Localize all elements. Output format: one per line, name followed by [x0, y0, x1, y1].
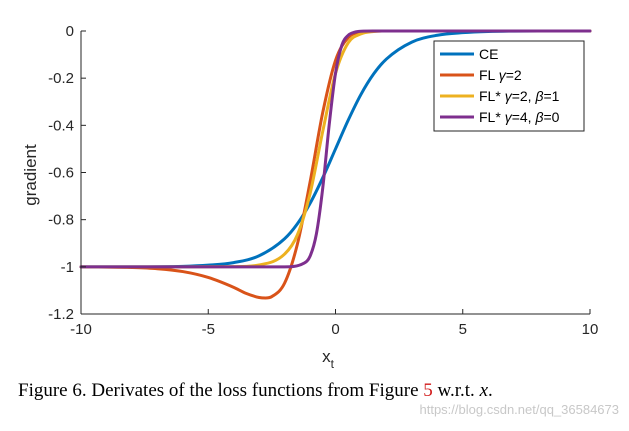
legend-entry-ce: CE: [479, 46, 498, 62]
x-tick-label: 10: [582, 321, 599, 338]
ticks-layer: -10 -5 0 5 10 0 -0.2 -0.4 -0.6 -0.8 -1 -1.2: [48, 23, 598, 338]
figure-caption: Figure 6. Derivates of the loss function…: [18, 380, 618, 402]
series-line-fl-star-gamma4-beta0: [79, 29, 592, 269]
y-tick-label: -0.4: [48, 117, 74, 134]
y-tick-label: -1.2: [48, 306, 74, 323]
caption-middle: w.r.t.: [432, 380, 480, 401]
x-tick-label: 5: [459, 321, 467, 338]
watermark: https://blog.csdn.net/qq_36584673: [419, 402, 620, 417]
x-tick-label: -10: [70, 321, 92, 338]
caption-variable: x: [479, 380, 488, 401]
y-tick-label: 0: [66, 23, 74, 40]
series-line-ce: [79, 29, 592, 269]
legend-entry-fl-star-gamma2-beta1: FL* γ=2, β=1: [479, 88, 560, 104]
series-layer: [79, 29, 592, 300]
x-tick-label: 0: [331, 321, 339, 338]
legend-entry-fl-star-gamma4-beta0: FL* γ=4, β=0: [479, 109, 560, 125]
y-tick-label: -0.8: [48, 212, 74, 229]
caption-figure-ref-link[interactable]: 5: [423, 380, 433, 401]
x-tick-label: -5: [202, 321, 215, 338]
y-axis-label: gradient: [21, 144, 40, 206]
legend: CE FL γ=2 FL* γ=2, β=1 FL* γ=4, β=0: [433, 40, 585, 132]
y-tick-label: -0.6: [48, 165, 74, 182]
x-axis-label: xt: [322, 347, 335, 371]
focal-loss-gradient-chart: -10 -5 0 5 10 0 -0.2 -0.4 -0.6 -0.8 -1 -1.2 xt grad…: [21, 23, 598, 371]
y-tick-label: -1: [61, 259, 74, 276]
caption-suffix: .: [488, 380, 493, 401]
y-tick-label: -0.2: [48, 70, 74, 87]
caption-prefix: Figure 6. Derivates of the loss function…: [18, 380, 424, 401]
legend-entry-fl-gamma2: FL γ=2: [479, 67, 522, 83]
